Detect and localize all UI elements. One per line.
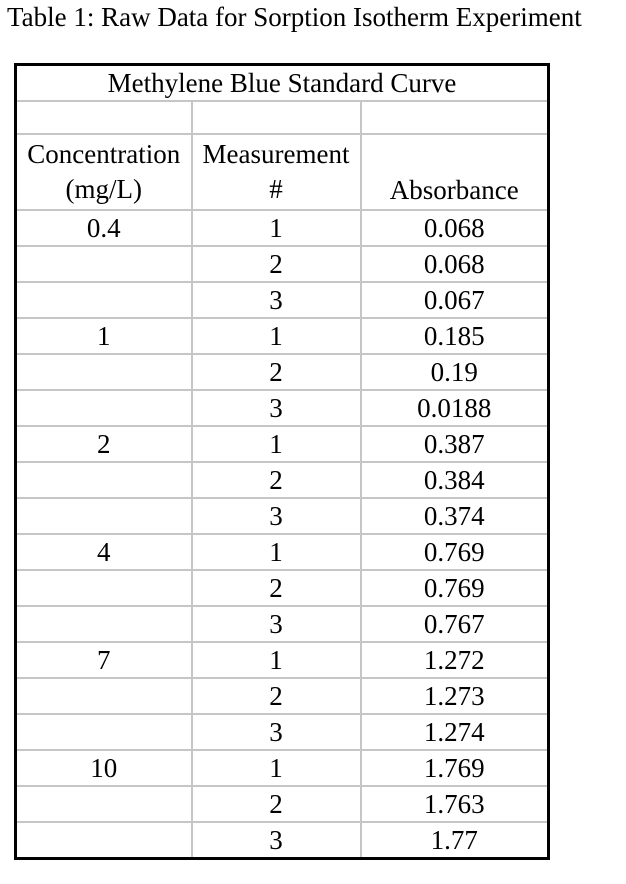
table-row: 3 1.77: [14, 821, 550, 860]
sorption-data-table: Methylene Blue Standard Curve Concentrat…: [14, 63, 550, 860]
table-row: 2 1 0.387: [14, 425, 550, 463]
table-row: 10 1 1.769: [14, 749, 550, 787]
cell-absorbance: 0.0188: [359, 389, 550, 427]
empty-cell: [359, 100, 550, 135]
table-row: 3 0.767: [14, 605, 550, 643]
header-concentration-line1: Concentration: [27, 139, 181, 169]
table-row: 3 0.0188: [14, 389, 550, 427]
cell-concentration: 4: [14, 533, 193, 571]
table-row: 2 0.384: [14, 461, 550, 499]
cell-absorbance: 0.068: [359, 245, 550, 283]
cell-measurement: 2: [190, 353, 362, 391]
cell-absorbance: 0.185: [359, 317, 550, 355]
cell-concentration: [14, 821, 193, 860]
table-row: 3 1.274: [14, 713, 550, 751]
table-row: 7 1 1.272: [14, 641, 550, 679]
cell-measurement: 2: [190, 569, 362, 607]
table-row: 0.4 1 0.068: [14, 209, 550, 247]
cell-concentration: 7: [14, 641, 193, 679]
cell-concentration: [14, 389, 193, 427]
header-absorbance: Absorbance: [359, 133, 550, 211]
cell-concentration: [14, 353, 193, 391]
table-title: Methylene Blue Standard Curve: [14, 63, 550, 102]
header-concentration-line2: (mg/L): [65, 174, 142, 204]
cell-measurement: 3: [190, 605, 362, 643]
cell-concentration: [14, 281, 193, 319]
cell-absorbance: 0.19: [359, 353, 550, 391]
table-row: 2 0.19: [14, 353, 550, 391]
table-caption: Table 1: Raw Data for Sorption Isotherm …: [7, 2, 582, 32]
cell-concentration: 0.4: [14, 209, 193, 247]
cell-concentration: 2: [14, 425, 193, 463]
cell-measurement: 2: [190, 245, 362, 283]
cell-absorbance: 1.763: [359, 785, 550, 823]
table-row: 3 0.067: [14, 281, 550, 319]
cell-absorbance: 1.274: [359, 713, 550, 751]
cell-concentration: 10: [14, 749, 193, 787]
cell-measurement: 3: [190, 497, 362, 535]
cell-measurement: 3: [190, 389, 362, 427]
cell-absorbance: 0.769: [359, 569, 550, 607]
cell-absorbance: 0.374: [359, 497, 550, 535]
cell-absorbance: 0.769: [359, 533, 550, 571]
cell-measurement: 1: [190, 425, 362, 463]
cell-concentration: [14, 605, 193, 643]
cell-measurement: 2: [190, 461, 362, 499]
cell-measurement: 3: [190, 713, 362, 751]
cell-concentration: [14, 245, 193, 283]
empty-cell: [190, 100, 362, 135]
cell-measurement: 2: [190, 785, 362, 823]
cell-measurement: 1: [190, 533, 362, 571]
cell-concentration: [14, 677, 193, 715]
cell-absorbance: 0.384: [359, 461, 550, 499]
header-measurement-line1: Measurement: [202, 139, 350, 169]
cell-measurement: 1: [190, 641, 362, 679]
table-row: 2 0.068: [14, 245, 550, 283]
table-row: 2 1.273: [14, 677, 550, 715]
header-measurement: Measurement #: [190, 133, 362, 211]
table-row: 1 1 0.185: [14, 317, 550, 355]
header-row: Concentration (mg/L) Measurement # Absor…: [14, 133, 550, 211]
cell-measurement: 3: [190, 821, 362, 860]
cell-absorbance: 0.387: [359, 425, 550, 463]
empty-cell: [14, 100, 193, 135]
header-concentration: Concentration (mg/L): [14, 133, 193, 211]
cell-concentration: [14, 713, 193, 751]
cell-measurement: 1: [190, 209, 362, 247]
header-measurement-line2: #: [269, 174, 283, 204]
cell-measurement: 3: [190, 281, 362, 319]
cell-concentration: [14, 569, 193, 607]
cell-absorbance: 0.767: [359, 605, 550, 643]
cell-absorbance: 1.272: [359, 641, 550, 679]
spacer-row: [14, 100, 550, 135]
cell-absorbance: 0.067: [359, 281, 550, 319]
cell-concentration: [14, 497, 193, 535]
cell-concentration: [14, 785, 193, 823]
cell-measurement: 1: [190, 317, 362, 355]
cell-measurement: 1: [190, 749, 362, 787]
cell-absorbance: 1.273: [359, 677, 550, 715]
table-row: 3 0.374: [14, 497, 550, 535]
table-title-row: Methylene Blue Standard Curve: [14, 63, 550, 102]
cell-absorbance: 1.77: [359, 821, 550, 860]
table-row: 4 1 0.769: [14, 533, 550, 571]
cell-concentration: 1: [14, 317, 193, 355]
table-row: 2 0.769: [14, 569, 550, 607]
table-row: 2 1.763: [14, 785, 550, 823]
cell-concentration: [14, 461, 193, 499]
cell-absorbance: 0.068: [359, 209, 550, 247]
cell-absorbance: 1.769: [359, 749, 550, 787]
cell-measurement: 2: [190, 677, 362, 715]
